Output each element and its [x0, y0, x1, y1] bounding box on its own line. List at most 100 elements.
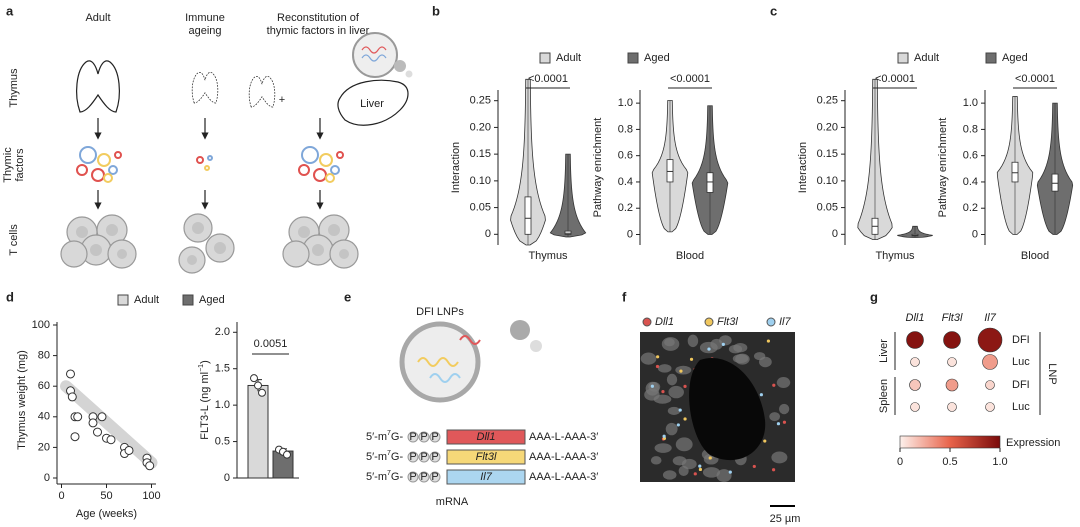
cap-part: 5′-m	[366, 431, 387, 443]
spot	[655, 364, 660, 369]
nucleus	[702, 467, 721, 478]
spot	[661, 390, 665, 394]
legend-label: Aged	[644, 52, 670, 64]
cap-part: G-	[391, 471, 404, 483]
spot	[772, 383, 776, 387]
gene-label: Dll1	[477, 431, 496, 443]
label-part: )	[199, 360, 211, 364]
y-tick-label: 0.6	[963, 150, 978, 162]
y-axis-label: Pathway enrichment	[592, 118, 604, 218]
p-value: 0.0051	[254, 338, 288, 350]
x-tick-label: 50	[100, 490, 112, 502]
y-tick-label: 0	[972, 228, 978, 240]
y-tick-label: 0.05	[817, 201, 838, 213]
micrograph-lumen	[689, 358, 766, 461]
phosphate-label: P	[420, 471, 427, 483]
column-title: ageing	[188, 25, 221, 37]
cap-part: 7	[387, 430, 391, 437]
construct-tail: AAA-L-AAA-3′	[529, 471, 598, 483]
y-tick-label: 0	[44, 472, 50, 484]
box	[524, 196, 532, 235]
spot	[683, 384, 687, 388]
phosphate	[418, 451, 430, 463]
gene-label: Flt3l	[476, 451, 497, 463]
cap-part: G-	[391, 431, 404, 443]
legend-label: Aged	[199, 294, 225, 306]
y-tick-label: 0.05	[470, 201, 491, 213]
x-tick-label: 100	[142, 490, 160, 502]
nucleus	[732, 354, 749, 364]
point	[93, 427, 102, 437]
panel-title: DFI LNPs	[416, 306, 464, 318]
nucleus	[716, 469, 732, 483]
y-tick-label: 0.10	[470, 175, 491, 187]
spot	[766, 339, 771, 343]
point	[283, 450, 291, 459]
y-tick-label: 1.0	[618, 97, 633, 109]
legend-label: Adult	[134, 294, 159, 306]
p-value: <0.0001	[875, 73, 915, 85]
organ-label: Liver	[360, 98, 384, 110]
legend-label: Adult	[556, 52, 581, 64]
box	[706, 172, 714, 193]
phosphate	[429, 471, 441, 483]
nucleus	[675, 365, 692, 375]
p-value: <0.0001	[528, 73, 568, 85]
spot	[752, 464, 756, 469]
box	[1011, 161, 1019, 183]
legend-label: Aged	[1002, 52, 1028, 64]
column-title: thymic factors in liver	[267, 25, 370, 37]
construct-cap: 5′-m7G-	[366, 470, 403, 483]
legend-swatch	[627, 52, 639, 64]
y-tick-label: 0.8	[963, 123, 978, 135]
point	[258, 388, 266, 397]
y-tick-label: 1.0	[963, 97, 978, 109]
group-label: Liver	[878, 339, 890, 363]
nucleus	[666, 373, 678, 386]
y-tick-label: 0.5	[215, 435, 230, 447]
nucleus	[771, 451, 788, 464]
phosphate	[407, 431, 419, 443]
point	[145, 461, 155, 471]
dot	[906, 331, 924, 349]
y-axis-label: Thymus weight (mg)	[16, 350, 28, 450]
dot	[947, 357, 957, 367]
y-tick-label: 0.4	[963, 176, 978, 188]
point	[124, 445, 134, 455]
row-label: Thymus	[8, 68, 20, 108]
x-category: Blood	[676, 250, 704, 262]
column-label: Dll1	[906, 312, 925, 324]
row-label: Thymic	[2, 147, 14, 183]
p-value: <0.0001	[1015, 73, 1055, 85]
phosphate-label: P	[420, 431, 427, 443]
phosphate	[407, 451, 419, 463]
column-title: Reconstitution of	[277, 12, 360, 24]
colorbar-tick-label: 1.0	[992, 456, 1007, 468]
spot	[763, 439, 767, 443]
spot	[771, 468, 776, 472]
phosphate	[418, 471, 430, 483]
y-tick-label: 0.4	[618, 176, 633, 188]
x-category: Thymus	[875, 250, 915, 262]
y-axis-label: FLT3-L (ng ml−1)	[198, 360, 211, 440]
dot	[977, 327, 1003, 353]
nucleus	[778, 403, 790, 415]
phosphate-label: P	[431, 471, 438, 483]
side-label: LNP	[1046, 363, 1058, 384]
y-tick-label: 0	[832, 228, 838, 240]
x-axis-label: Age (weeks)	[76, 508, 137, 520]
phosphate-label: P	[409, 451, 416, 463]
row-label: DFI	[1012, 379, 1030, 391]
column-title: Adult	[85, 12, 110, 24]
cap-part: G-	[391, 451, 404, 463]
spot	[650, 384, 654, 388]
plus: +	[279, 94, 285, 106]
cap-part: 7	[387, 470, 391, 477]
nucleus	[645, 381, 660, 396]
spot	[678, 408, 682, 412]
legend-dot	[766, 317, 776, 327]
dot	[947, 402, 957, 412]
x-category: Thymus	[528, 250, 568, 262]
nucleus	[759, 356, 772, 368]
dot	[985, 380, 995, 390]
